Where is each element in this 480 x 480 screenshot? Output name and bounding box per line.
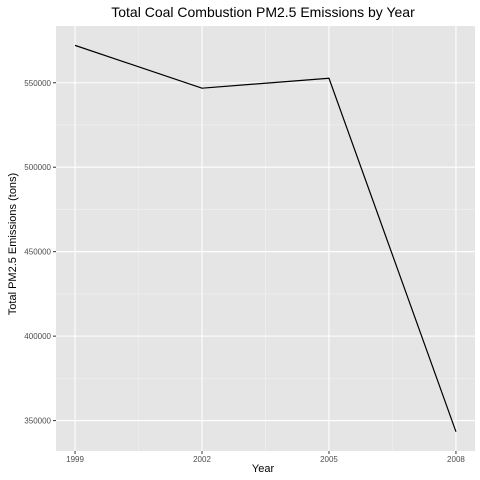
chart-title: Total Coal Combustion PM2.5 Emissions by… [111,4,415,20]
x-tick-label: 1999 [66,455,84,464]
y-tick-label: 450000 [24,248,51,257]
y-axis-title: Total PM2.5 Emissions (tons) [7,173,19,315]
x-tick-label: 2005 [320,455,338,464]
y-tick-label: 350000 [24,417,51,426]
x-axis: 1999 2002 2005 2008 [66,451,465,464]
x-axis-title: Year [252,463,275,475]
x-tick-label: 2002 [193,455,211,464]
major-gridlines [56,26,475,451]
x-tick-label: 2008 [447,455,465,464]
series-line [74,44,457,432]
series-group [74,44,457,432]
minor-gridlines [56,26,475,451]
y-tick-label: 500000 [24,163,51,172]
y-tick-label: 550000 [24,79,51,88]
y-axis: 350000 400000 450000 500000 550000 [24,79,56,426]
y-tick-label: 400000 [24,332,51,341]
